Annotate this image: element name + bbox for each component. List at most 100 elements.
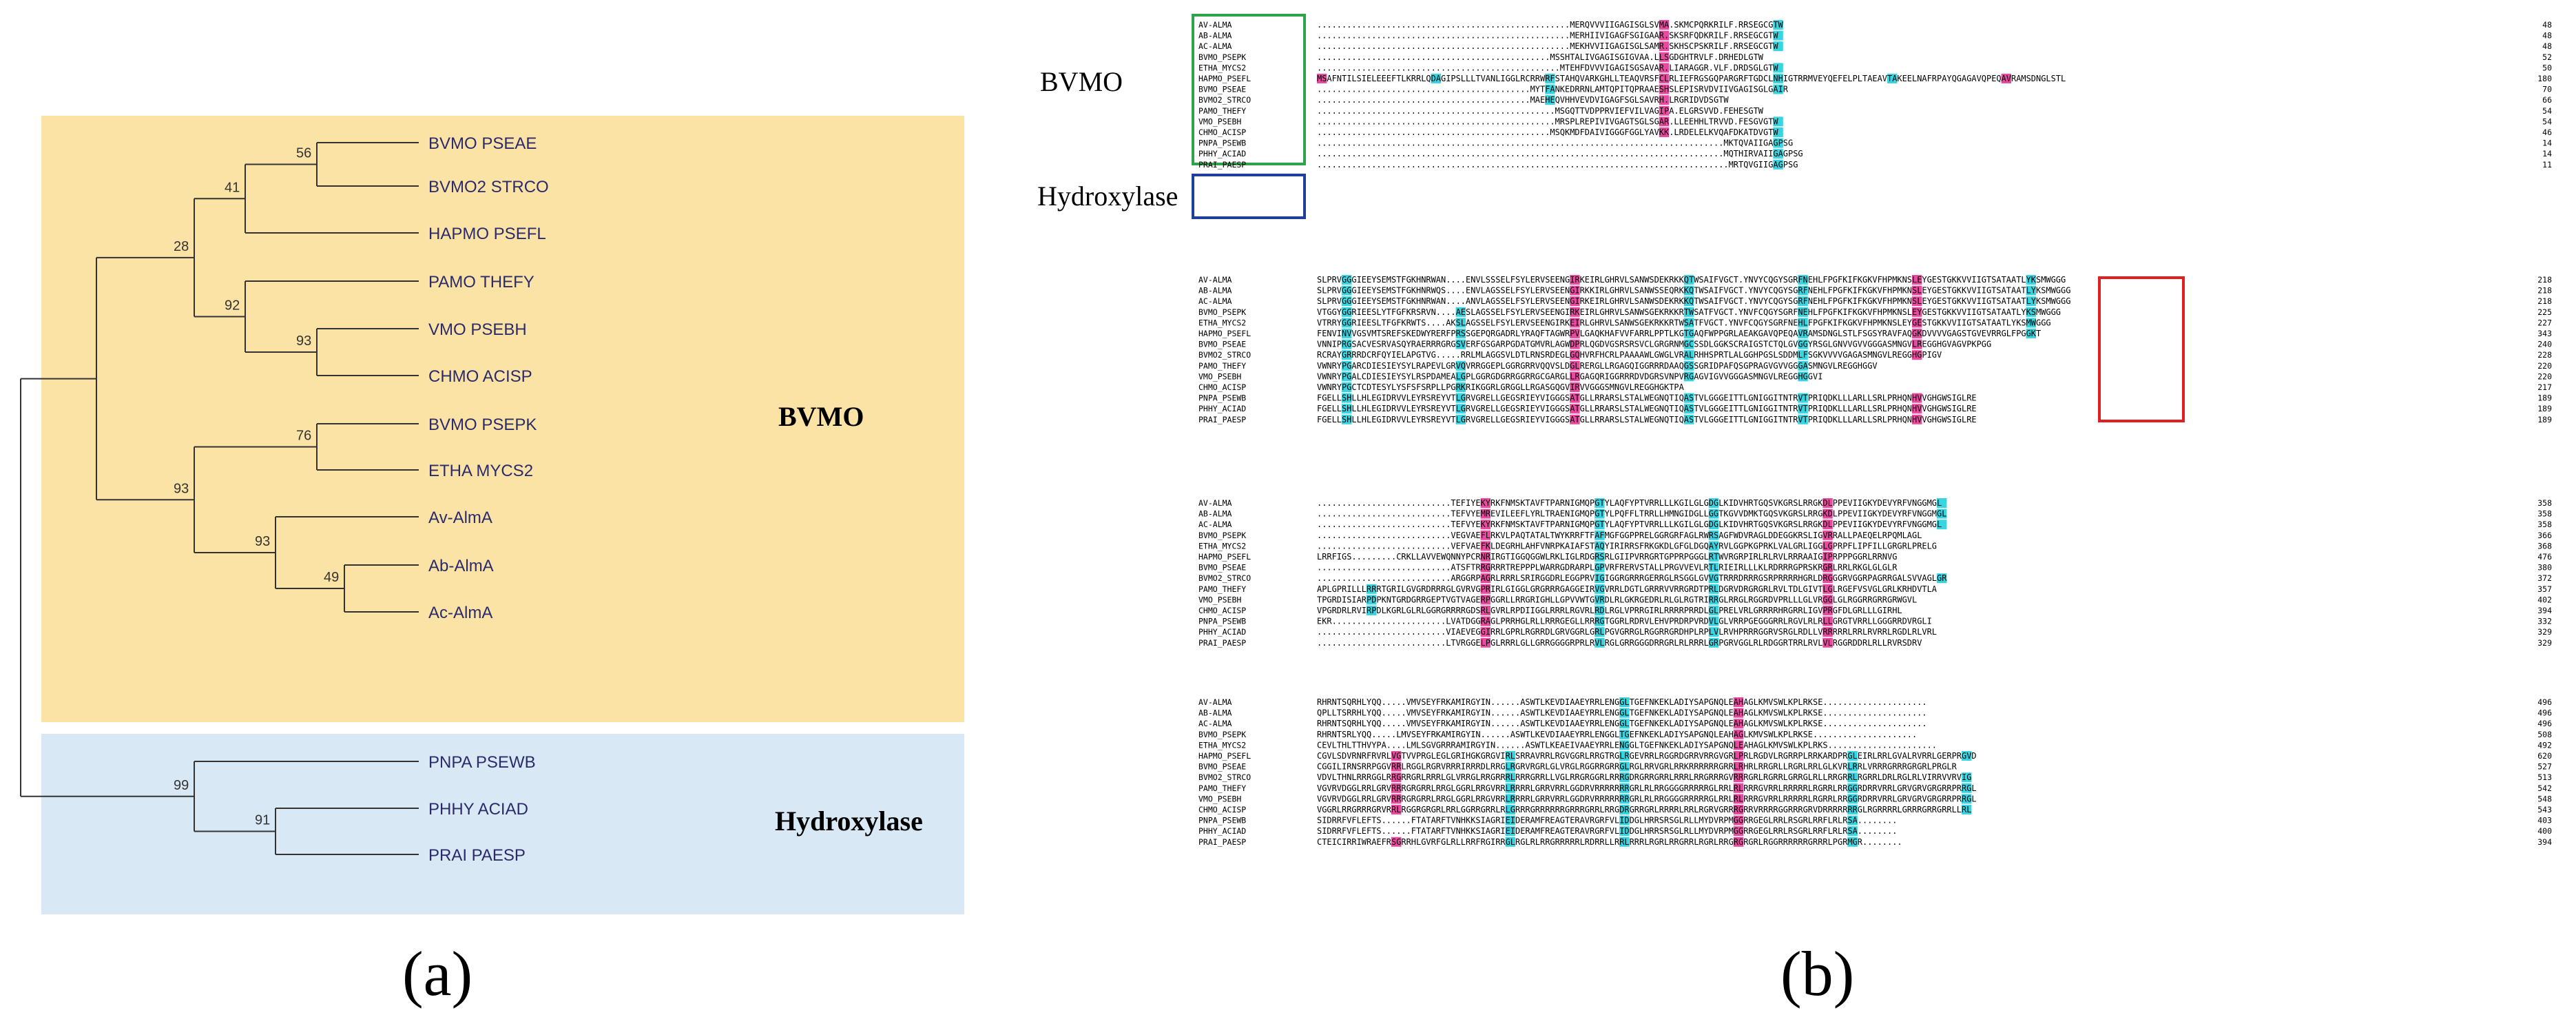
conserved-residue-highlight [1822, 627, 1833, 637]
taxon-label: BVMO PSEAE [428, 134, 537, 153]
sequence-name: ETHA_MYCS2 [1198, 740, 1246, 750]
conserved-residue-highlight [1595, 606, 1605, 615]
conserved-residue-highlight [1480, 552, 1490, 562]
conserved-residue-highlight [1455, 360, 1466, 371]
conserved-residue-highlight [1822, 498, 1833, 508]
conserved-residue-highlight [1822, 520, 1833, 530]
conserved-residue-highlight [1455, 414, 1466, 424]
conserved-residue-highlight [1595, 584, 1605, 594]
sequence-name: AV-ALMA [1198, 20, 1232, 30]
conserved-residue-highlight [1480, 595, 1490, 605]
conserved-residue-highlight [1619, 708, 1630, 718]
sequence-position: 366 [2537, 531, 2552, 540]
sequence-residues: ...........................ARGGRPAGRLRRR… [1317, 573, 1947, 583]
conserved-residue-highlight [1773, 149, 1783, 159]
conserved-residue-highlight [1962, 783, 1972, 793]
sequence-position: 496 [2537, 708, 2552, 718]
sequence-residues: VWNRYPGARCDIESIEYSYLRAPEVLGRVQVRRGGEPLGG… [1317, 361, 1878, 371]
sequence-name: ETHA_MYCS2 [1198, 318, 1246, 327]
conserved-residue-highlight [1342, 393, 1352, 403]
sequence-name: BVMO2_STRCO [1198, 95, 1251, 105]
conserved-residue-highlight [1391, 794, 1402, 804]
conserved-residue-highlight [1708, 616, 1719, 626]
sequence-residues: VPGRDRLRVIRPDLKGRLGLRLGGRGRRRRGDSRLGVRLR… [1317, 606, 1902, 615]
conserved-residue-highlight [1708, 562, 1719, 573]
conserved-residue-highlight [1367, 595, 1377, 605]
sequence-name: CHMO_ACISP [1198, 805, 1246, 814]
conserved-residue-highlight [1570, 414, 1580, 424]
sequence-name: AB-ALMA [1198, 286, 1232, 296]
phylogenetic-tree: BVMO PSEAE BVMO2 STRCO HAPMO PSEFL PAMO THE… [20, 116, 964, 914]
conserved-residue-highlight [1962, 794, 1972, 804]
sequence-position: 218 [2537, 286, 2552, 296]
conserved-residue-highlight [1480, 584, 1490, 594]
sequence-residues: ........................................… [1317, 116, 1778, 126]
conserved-residue-highlight [1733, 805, 1744, 814]
sequence-residues: ..........................LTVRGGELPGLRRR… [1317, 638, 1922, 648]
sequence-position: 402 [2537, 595, 2552, 604]
sequence-residues: VGGRLRRGRRRGRVRRLRGGRGRGRLRRLGGRRGRRLRLG… [1317, 805, 1971, 814]
conserved-residue-highlight [1619, 751, 1630, 761]
conserved-residue-highlight [1595, 637, 1605, 648]
sequence-residues: ........................................… [1317, 149, 1803, 158]
sequence-name: BVMO_PSEPK [1198, 730, 1246, 739]
bootstrap-value: 56 [296, 146, 311, 161]
conserved-residue-highlight [1480, 541, 1490, 551]
conserved-residue-highlight [1962, 772, 1972, 783]
conserved-residue-highlight [1962, 805, 1972, 814]
sequence-position: 11 [2542, 160, 2552, 170]
conserved-residue-highlight [1822, 509, 1833, 519]
conserved-residue-highlight [1342, 285, 1352, 296]
conserved-residue-highlight [1683, 414, 1694, 424]
sequence-name: BVMO_PSEAE [1198, 563, 1246, 573]
conserved-residue-highlight [1773, 127, 1783, 137]
conserved-residue-highlight [1505, 772, 1515, 783]
conserved-residue-highlight [1595, 509, 1605, 519]
conserved-residue-highlight [1431, 74, 1441, 83]
conserved-residue-highlight [1595, 541, 1605, 551]
sequence-name: PNPA_PSEWB [1198, 138, 1246, 148]
conserved-residue-highlight [1912, 393, 1922, 403]
sequence-residues: ........................................… [1317, 31, 1778, 41]
sequence-residues: VNNIPRGSACVESRVASQYRAERRRGRGSVERFGSGARPG… [1317, 340, 1991, 349]
sequence-residues: SIDRRFVFLEFTS......FTATARFTVNHKKSIAGRIEI… [1317, 826, 1897, 836]
sequence-residues: VTRRYGGRIEESLTFGFKRWTS....AKSLAGSSELFSYL… [1317, 318, 2051, 327]
conserved-residue-highlight [1619, 826, 1630, 837]
sequence-name: VMO_PSEBH [1198, 371, 1241, 381]
sequence-residues: ...........................TEFIYEKYRKFNM… [1317, 498, 1942, 508]
sequence-name: AC-ALMA [1198, 520, 1232, 529]
sequence-name: BVMO_PSEPK [1198, 531, 1246, 540]
conserved-residue-highlight [1708, 606, 1719, 615]
tree-branches [20, 142, 419, 855]
conserved-residue-highlight [1733, 751, 1744, 761]
conserved-residue-highlight [1733, 837, 1744, 847]
sequence-alignment: BVMO Hydroxylase AV-ALMA................… [1037, 14, 2552, 847]
conserved-residue-highlight [1683, 393, 1694, 403]
taxon-label: HAPMO PSEFL [428, 225, 546, 243]
alignment-block: AV-ALMA.................................… [1198, 20, 2552, 170]
conserved-residue-highlight [1595, 562, 1605, 573]
conserved-residue-highlight [1798, 393, 1808, 403]
conserved-residue-highlight [1659, 41, 1670, 52]
hydroxylase-group-box [41, 734, 964, 914]
sequence-position: 620 [2537, 751, 2552, 761]
group-label-bvmo: BVMO [778, 401, 864, 432]
conserved-residue-highlight [1847, 837, 1858, 847]
sequence-residues: VDVLTHNLRRRGGLRRGRRGRLRRRLGLVRRGLRRGRRRL… [1317, 772, 1971, 782]
sequence-position: 368 [2537, 541, 2552, 551]
conserved-residue-highlight [1708, 509, 1719, 519]
conserved-residue-highlight [1455, 318, 1466, 328]
sequence-position: 543 [2537, 805, 2552, 814]
sequence-name: AC-ALMA [1198, 296, 1232, 306]
conserved-residue-highlight [1480, 498, 1490, 508]
conserved-residue-highlight [1683, 275, 1694, 285]
sequence-residues: FGELLSHLLHLEGIDRVVLEYRSREYVTLGRVGRELLGEG… [1317, 415, 1977, 424]
conserved-residue-highlight [1708, 595, 1719, 605]
panel-a: BVMO PSEAE BVMO2 STRCO HAPMO PSEFL PAMO THE… [0, 0, 1033, 1023]
panel-a-label: (a) [402, 938, 473, 1009]
conserved-residue-highlight [1847, 783, 1858, 793]
sequence-position: 343 [2537, 329, 2552, 338]
conserved-residue-highlight [1683, 404, 1694, 414]
sequence-position: 358 [2537, 498, 2552, 508]
sequence-residues: SIDRRFVFLEFTS......FTATARFTVNHKKSIAGRIEI… [1317, 816, 1897, 825]
